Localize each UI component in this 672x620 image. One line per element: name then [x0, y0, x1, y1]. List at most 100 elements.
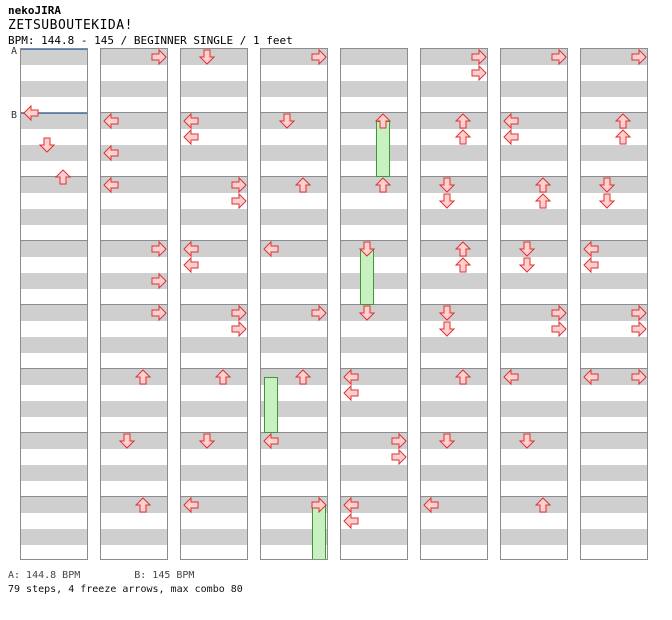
arrow-right-icon: [631, 304, 647, 322]
arrow-right-icon: [391, 448, 407, 466]
arrow-right-icon: [631, 368, 647, 386]
arrow-left-icon: [503, 368, 519, 386]
arrow-up-icon: [134, 369, 152, 385]
measure-line: [341, 368, 407, 369]
measure-line: [181, 368, 247, 369]
measure-line: [101, 176, 167, 177]
arrow-up-icon: [294, 177, 312, 193]
measure-line: [421, 304, 487, 305]
arrow-left-icon: [103, 144, 119, 162]
measure-line: [421, 496, 487, 497]
arrow-down-icon: [358, 305, 376, 321]
measure-line: [341, 240, 407, 241]
arrow-right-icon: [231, 176, 247, 194]
measure-line: [261, 304, 327, 305]
arrow-right-icon: [551, 320, 567, 338]
bpm-info: BPM: 144.8 - 145 / BEGINNER SINGLE / 1 f…: [8, 34, 293, 47]
site-title: nekoJIRA: [8, 4, 61, 17]
arrow-down-icon: [438, 193, 456, 209]
arrow-left-icon: [103, 112, 119, 130]
chart-column-8: [580, 48, 648, 560]
measure-line: [501, 176, 567, 177]
arrow-down-icon: [518, 241, 536, 257]
arrow-left-icon: [343, 368, 359, 386]
chart-column-1: [20, 48, 88, 560]
arrow-up-icon: [54, 169, 72, 185]
measure-line: [261, 112, 327, 113]
arrow-left-icon: [23, 104, 39, 122]
chart-column-4: [260, 48, 328, 560]
chart-column-2: [100, 48, 168, 560]
measure-line: [101, 240, 167, 241]
measure-line: [181, 304, 247, 305]
measure-line: [581, 240, 647, 241]
measure-line: [421, 240, 487, 241]
arrow-left-icon: [503, 128, 519, 146]
measure-line: [341, 304, 407, 305]
measure-line: [421, 112, 487, 113]
arrow-right-icon: [151, 240, 167, 258]
measure-line: [581, 304, 647, 305]
measure-line: [421, 368, 487, 369]
measure-line: [341, 496, 407, 497]
freeze-arrow-tail: [264, 377, 278, 433]
measure-line: [501, 240, 567, 241]
measure-line: [341, 112, 407, 113]
measure-line: [21, 432, 87, 433]
arrow-left-icon: [343, 512, 359, 530]
arrow-right-icon: [311, 49, 327, 66]
arrow-left-icon: [423, 496, 439, 514]
arrow-down-icon: [438, 177, 456, 193]
arrow-left-icon: [183, 128, 199, 146]
arrow-left-icon: [183, 112, 199, 130]
arrow-left-icon: [343, 496, 359, 514]
arrow-left-icon: [263, 432, 279, 450]
freeze-arrow-tail: [360, 249, 374, 305]
arrow-left-icon: [343, 384, 359, 402]
chart-stats: 79 steps, 4 freeze arrows, max combo 80: [8, 584, 243, 595]
measure-line: [501, 368, 567, 369]
arrow-right-icon: [551, 304, 567, 322]
arrow-up-icon: [294, 369, 312, 385]
arrow-right-icon: [631, 320, 647, 338]
chart-column-3: [180, 48, 248, 560]
measure-line: [341, 176, 407, 177]
measure-line: [21, 368, 87, 369]
arrow-right-icon: [391, 432, 407, 450]
arrow-up-icon: [374, 113, 392, 129]
arrow-left-icon: [583, 240, 599, 258]
arrow-down-icon: [438, 305, 456, 321]
measure-line: [21, 176, 87, 177]
arrow-up-icon: [134, 497, 152, 513]
measure-line: [421, 432, 487, 433]
arrow-down-icon: [198, 49, 216, 65]
measure-line: [501, 304, 567, 305]
arrow-right-icon: [151, 49, 167, 66]
measure-line: [261, 368, 327, 369]
measure-line: [21, 112, 87, 113]
bpm-change-line: [21, 49, 87, 50]
measure-line: [581, 112, 647, 113]
arrow-down-icon: [438, 321, 456, 337]
measure-line: [101, 432, 167, 433]
measure-line: [581, 432, 647, 433]
bpm-b-label: B: 145 BPM: [134, 570, 195, 581]
measure-line: [581, 368, 647, 369]
arrow-right-icon: [231, 304, 247, 322]
arrow-right-icon: [231, 320, 247, 338]
bpm-a-label: A: 144.8 BPM: [8, 570, 81, 581]
measure-line: [21, 496, 87, 497]
measure-line: [261, 176, 327, 177]
measure-line: [501, 432, 567, 433]
arrow-right-icon: [231, 192, 247, 210]
arrow-down-icon: [198, 433, 216, 449]
arrow-up-icon: [454, 113, 472, 129]
measure-line: [101, 496, 167, 497]
arrow-down-icon: [518, 257, 536, 273]
arrow-down-icon: [598, 177, 616, 193]
arrow-right-icon: [551, 49, 567, 66]
arrow-up-icon: [534, 193, 552, 209]
measure-line: [101, 368, 167, 369]
arrow-up-icon: [534, 177, 552, 193]
bpm-marker-a: A: [11, 46, 18, 57]
